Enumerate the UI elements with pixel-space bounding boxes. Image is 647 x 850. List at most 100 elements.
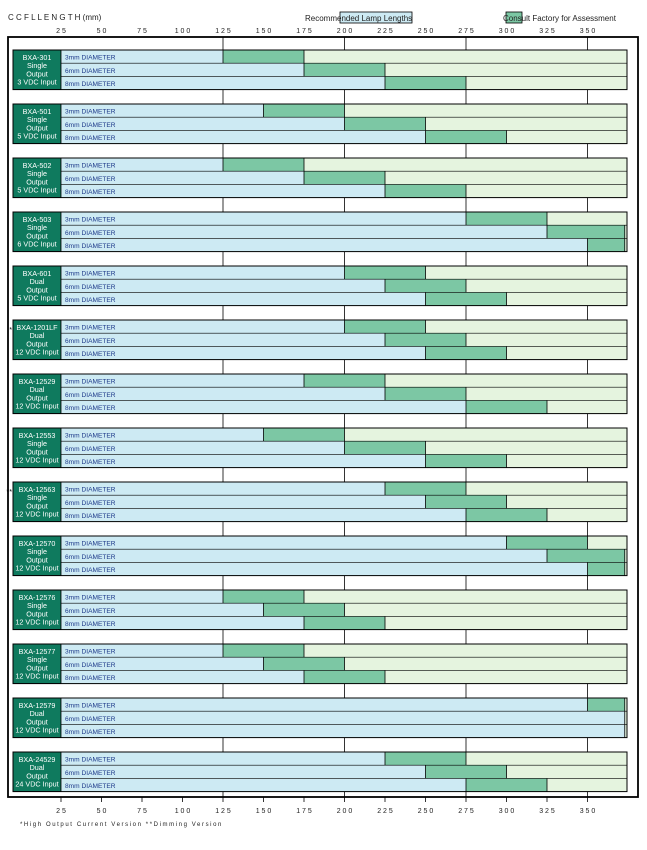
diameter-label: 3mm DIAMETER [65,595,116,602]
tick-label-bottom: 5 0 [97,808,107,815]
bar-recommended [61,63,304,77]
product-spec-label: Output [26,69,48,78]
diameter-label: 3mm DIAMETER [65,271,116,278]
tick-label-top: 7 5 [137,28,147,35]
bar-recommended [61,333,385,347]
bar-recommended [61,711,625,725]
group-outline [12,157,628,199]
product-spec-label: 12 VDC Input [15,402,58,411]
group-outline [12,319,628,361]
bar-consult [344,117,426,131]
product-model-label: BXA-12576 [19,593,56,602]
bar-recommended [61,292,426,306]
bar-recommended [61,724,625,738]
tick-label-top: 2 7 5 [458,28,474,35]
diameter-label: 3mm DIAMETER [65,487,116,494]
bar-recommended [61,266,345,280]
bar-consult [385,333,466,347]
bar-consult [385,184,466,198]
product-model-label: BXA-12553 [19,431,56,440]
diameter-label: 6mm DIAMETER [65,716,116,723]
product-spec-label: Single [27,223,47,232]
bar-consult [587,238,625,252]
bar-consult [263,603,345,617]
tick-label-top: 1 7 5 [296,28,312,35]
bar-recommended [61,508,466,522]
product-model-label: BXA-12577 [19,647,56,656]
tick-label-top: 2 5 [56,28,66,35]
tick-label-bottom: 3 0 0 [499,808,515,815]
bar-consult [466,212,547,226]
tick-label-top: 1 2 5 [215,28,231,35]
bar-recommended [61,346,426,360]
bar-consult [385,279,466,293]
bar-consult [425,454,507,468]
bar-recommended [61,765,426,779]
tick-label-bottom: 3 2 5 [539,808,555,815]
x-axis-bottom: 2 5 5 0 7 5 1 0 0 1 2 5 1 5 0 1 7 5 2 0 0 2 2 5 2… [56,797,595,815]
product-model-label: BXA-1201LF [16,323,58,332]
bar-recommended [61,698,588,712]
diameter-label: 6mm DIAMETER [65,500,116,507]
product-spec-label: 12 VDC Input [15,726,58,735]
product-model-label: BXA-502 [23,161,52,170]
bar-recommended [61,644,223,658]
tick-label-bottom: 2 7 5 [458,808,474,815]
legend-recommended-swatch [339,11,413,24]
legend-consult-swatch [505,11,523,24]
bar-recommended [61,400,466,414]
bar-recommended [61,50,223,64]
product-spec-label: 3 VDC Input [17,78,56,87]
bar-recommended [61,104,264,118]
product-spec-label: Output [26,663,48,672]
product-spec-label: Output [26,771,48,780]
bar-consult [344,266,426,280]
product-spec-label: 12 VDC Input [15,672,58,681]
tick-label-bottom: 1 7 5 [296,808,312,815]
tick-label-top: 2 0 0 [337,28,353,35]
bar-recommended [61,184,385,198]
bar-recommended [61,778,466,792]
bar-consult [385,387,466,401]
product-spec-label: 12 VDC Input [15,564,58,573]
product-spec-label: 5 VDC Input [17,132,56,141]
product-spec-label: Dual [30,709,45,718]
product-spec-label: Single [27,115,47,124]
product-spec-label: Output [26,555,48,564]
bar-recommended [61,374,304,388]
product-label-box [12,373,62,414]
bar-recommended [61,670,304,684]
product-label-box [12,535,62,576]
bar-consult [304,374,385,388]
product-label-box [12,49,62,90]
product-model-label: BXA-501 [23,107,52,116]
diameter-label: 6mm DIAMETER [65,446,116,453]
product-model-label: BXA-503 [23,215,52,224]
product-spec-label: Single [27,655,47,664]
diameter-label: 6mm DIAMETER [65,176,116,183]
legend-recommended-label: Recommended Lamp Lengths [305,14,412,23]
bar-consult [425,130,507,144]
diameter-label: 8mm DIAMETER [65,729,116,736]
bar-recommended [61,76,385,90]
product-spec-label: 12 VDC Input [15,456,58,465]
diameter-label: 8mm DIAMETER [65,243,116,250]
bar-consult [506,536,588,550]
diameter-label: 3mm DIAMETER [65,325,116,332]
footnote: *High Output Current Version **Dimming V… [20,822,223,828]
group-outline [12,427,628,469]
diameter-label: 6mm DIAMETER [65,68,116,75]
diameter-label: 6mm DIAMETER [65,284,116,291]
bar-recommended [61,225,547,239]
diameter-label: 8mm DIAMETER [65,81,116,88]
product-spec-label: Single [27,439,47,448]
chart-title: C C F L L E N G T H (mm) [8,13,102,22]
bar-consult [466,400,547,414]
product-spec-label: Output [26,501,48,510]
bar-recommended [61,171,304,185]
product-spec-label: 12 VDC Input [15,510,58,519]
bar-recommended [61,130,426,144]
diameter-label: 3mm DIAMETER [65,109,116,116]
